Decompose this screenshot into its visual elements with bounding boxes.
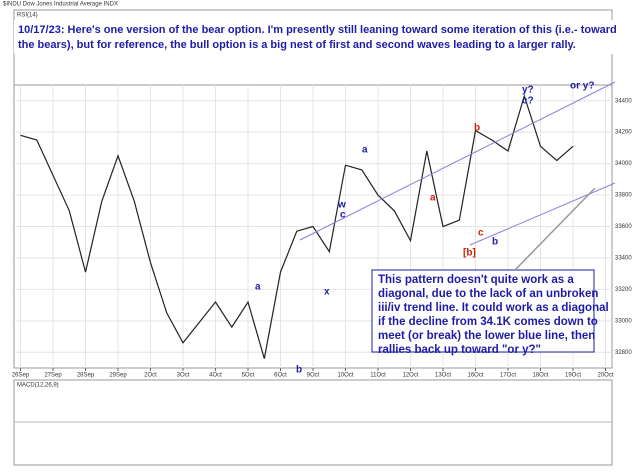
wave-label: b: [492, 237, 498, 248]
note-box: [14, 20, 620, 54]
annotation: diagonal, due to the lack of an unbroken: [378, 288, 598, 300]
x-tick-label: 16Oct: [467, 373, 483, 379]
wave-label: a: [362, 145, 368, 156]
x-tick-label: 6Oct: [274, 373, 287, 379]
y-tick-label: 33400: [615, 256, 632, 262]
y-tick-label: 33600: [615, 224, 632, 230]
y-tick-label: 33000: [615, 318, 632, 324]
x-tick-label: 9Oct: [307, 373, 320, 379]
x-tick-label: 3Oct: [177, 373, 190, 379]
wave-label: b: [474, 123, 480, 134]
x-tick-label: 13Oct: [435, 373, 451, 379]
wave-label: b: [296, 365, 302, 376]
y-tick-label: 32800: [615, 350, 632, 356]
chart-title: $INDU Dow Jones Industrial Average INDX: [3, 2, 118, 8]
wave-label: c: [478, 228, 484, 239]
annotation: iii/iv trend line. It could work as a di…: [378, 302, 609, 314]
wave-label: or y?: [570, 81, 594, 92]
x-tick-label: 5Oct: [242, 373, 255, 379]
annotation: This pattern doesn't quite work as a: [378, 274, 574, 286]
annotation: if the decline from 34.1K comes down to: [378, 316, 598, 328]
x-tick-label: 4Oct: [209, 373, 222, 379]
wave-label: c: [340, 210, 346, 221]
x-tick-label: 29Sep: [109, 373, 127, 379]
x-tick-label: 11Oct: [370, 373, 386, 379]
x-tick-label: 28Sep: [77, 373, 95, 379]
x-tick-label: 18Oct: [532, 373, 548, 379]
x-tick-label: 27Sep: [44, 373, 62, 379]
price-line: [20, 93, 574, 359]
annotation: 10/17/23: Here's one version of the bear…: [18, 24, 617, 36]
wave-label: a: [430, 193, 436, 204]
annotation: rallies back up toward "or y?": [378, 344, 541, 356]
y-tick-label: 34200: [615, 130, 632, 136]
x-tick-label: 26Sep: [12, 373, 30, 379]
trend-line: [299, 81, 616, 241]
panel-label: RSI(14): [17, 13, 38, 19]
wave-label: w: [337, 200, 346, 211]
wave-label: x: [324, 287, 330, 298]
wave-label: [b]: [463, 248, 476, 259]
y-tick-label: 34000: [615, 161, 632, 167]
pointer-arrow: [514, 187, 596, 271]
annotation: the bears), but for reference, the bull …: [18, 39, 576, 51]
note-box: [371, 269, 595, 353]
x-tick-label: 10Oct: [337, 373, 353, 379]
wave-label: y?: [522, 85, 534, 96]
y-tick-label: 33800: [615, 193, 632, 199]
x-tick-label: 12Oct: [402, 373, 418, 379]
wave-label: a: [255, 282, 261, 293]
annotation: meet (or break) the lower blue line, the…: [378, 330, 595, 342]
x-tick-label: 17Oct: [500, 373, 516, 379]
wave-label: c?: [522, 96, 534, 107]
x-tick-label: 2Oct: [144, 373, 157, 379]
panel-label: MACD(12,26,9): [17, 383, 59, 389]
y-tick-label: 33200: [615, 287, 632, 293]
x-tick-label: 19Oct: [565, 373, 581, 379]
x-tick-label: 20Oct: [597, 373, 613, 379]
y-tick-label: 34400: [615, 98, 632, 104]
